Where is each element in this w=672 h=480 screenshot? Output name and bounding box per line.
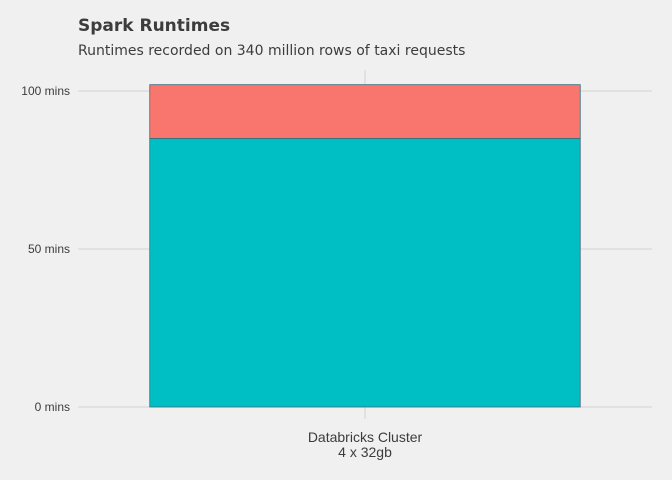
bar-segment bbox=[149, 84, 581, 139]
axis-layer: 0 mins 50 mins 100 mins Databricks Cluster4… bbox=[21, 84, 422, 460]
bar-layer bbox=[149, 84, 581, 408]
y-tick-label: 100 mins bbox=[21, 84, 70, 98]
x-tick-label: Databricks Cluster bbox=[308, 429, 423, 445]
y-tick-label: 0 mins bbox=[35, 400, 70, 414]
y-tick-label: 50 mins bbox=[28, 242, 70, 256]
chart-subtitle: Runtimes recorded on 340 million rows of… bbox=[78, 43, 466, 59]
chart-title: Spark Runtimes bbox=[78, 16, 231, 36]
x-tick-label: 4 x 32gb bbox=[338, 444, 392, 460]
bar-segment bbox=[149, 137, 581, 408]
